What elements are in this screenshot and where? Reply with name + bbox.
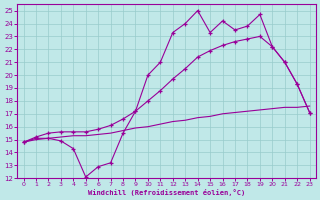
X-axis label: Windchill (Refroidissement éolien,°C): Windchill (Refroidissement éolien,°C) <box>88 189 245 196</box>
